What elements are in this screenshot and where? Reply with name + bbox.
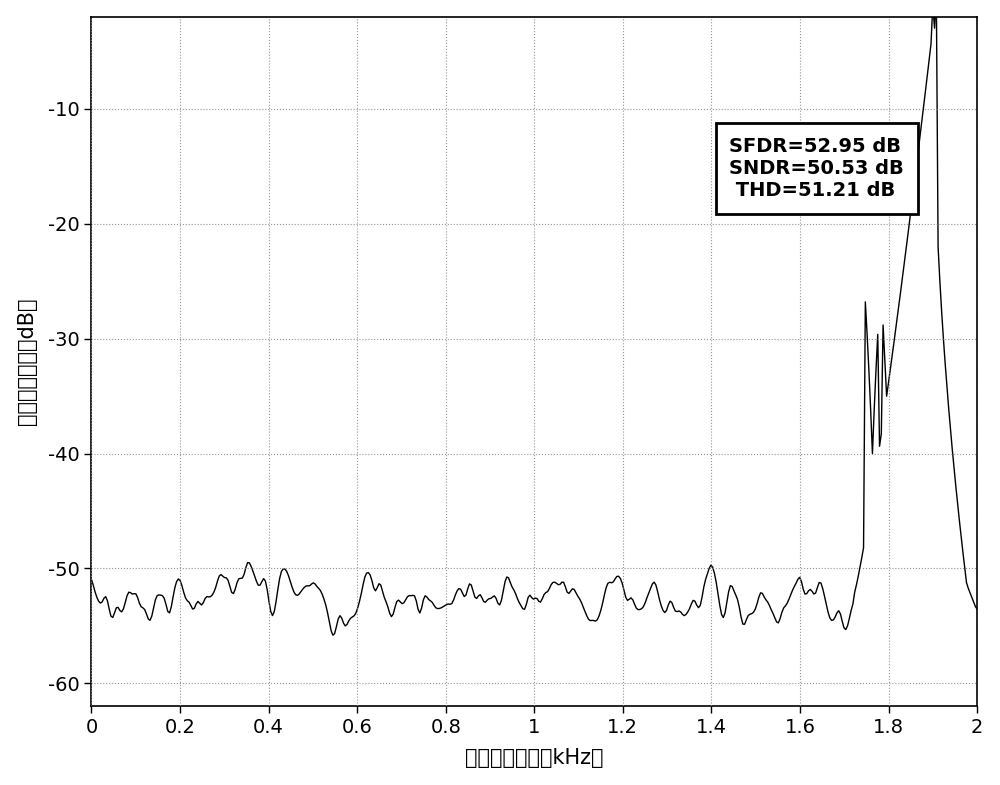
Y-axis label: 输出信号幅度（dB）: 输出信号幅度（dB） [17, 298, 37, 425]
X-axis label: 输入信号频率（kHz）: 输入信号频率（kHz） [465, 748, 604, 769]
Text: SFDR=52.95 dB
SNDR=50.53 dB
 THD=51.21 dB: SFDR=52.95 dB SNDR=50.53 dB THD=51.21 dB [729, 137, 904, 200]
